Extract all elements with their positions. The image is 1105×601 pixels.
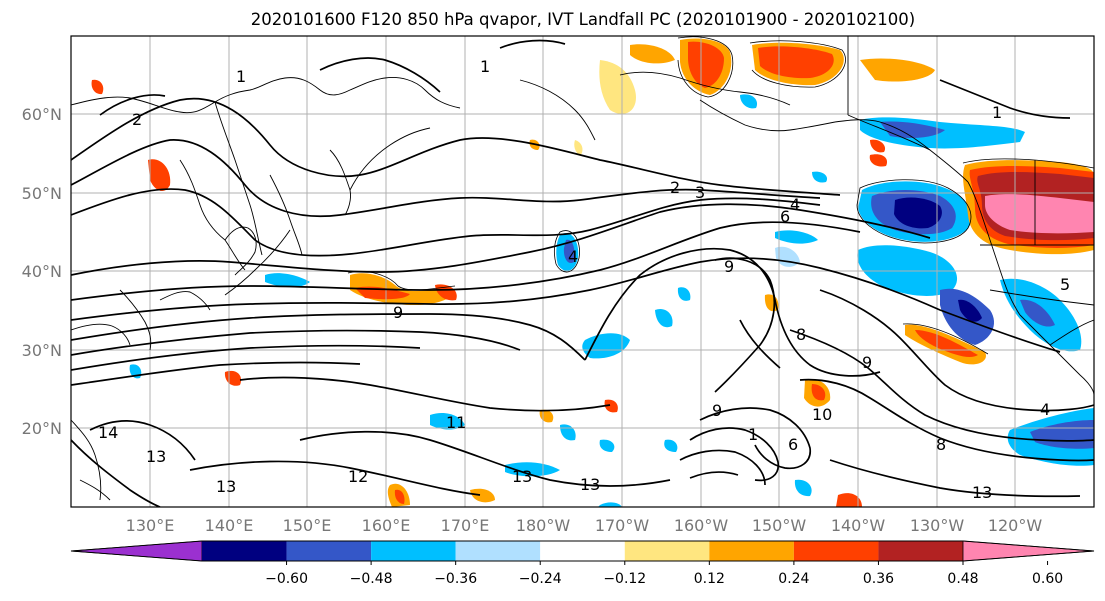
lon-label: 150°W <box>752 516 807 535</box>
figure-title: 2020101600 F120 850 hPa qvapor, IVT Land… <box>251 10 915 29</box>
contour-label: 10 <box>812 405 832 424</box>
contour-label: 1 <box>480 57 490 76</box>
contour-labels: 2 2 3 4 6 4 9 9 8 9 9 1 10 6 8 12 13 13 … <box>98 57 1070 502</box>
contour-label: 6 <box>788 435 798 454</box>
colorbar-tick-label: −0.24 <box>519 571 562 587</box>
contour-label: 13 <box>512 467 532 486</box>
contour-label: 1 <box>992 103 1002 122</box>
lat-label: 60°N <box>22 105 62 124</box>
lon-label: 140°E <box>205 516 254 535</box>
contour-label: 13 <box>146 447 166 466</box>
contour-label: 6 <box>780 207 790 226</box>
colorbar-tick-label: 0.60 <box>1032 571 1063 587</box>
contour-label: 11 <box>446 413 466 432</box>
lat-axis: 60°N 50°N 40°N 30°N 20°N <box>22 105 62 438</box>
contour-label: 4 <box>1040 400 1050 419</box>
colorbar-tick-label: −0.12 <box>603 571 646 587</box>
colorbar-tick-label: 0.36 <box>863 571 894 587</box>
ivt-contours <box>71 39 1094 507</box>
lon-label: 160°W <box>674 516 729 535</box>
colorbar-bin <box>540 541 625 561</box>
lon-label: 180°W <box>516 516 571 535</box>
shading-layer <box>91 38 1094 507</box>
contour-label: 3 <box>695 183 705 202</box>
contour-label: 9 <box>393 303 403 322</box>
colorbar-bin <box>624 541 710 561</box>
colorbar-bin <box>455 541 541 561</box>
lon-label: 170°E <box>441 516 490 535</box>
contour-label: 13 <box>580 475 600 494</box>
colorbar: −0.60 −0.48 −0.36 −0.24 −0.12 0.12 0.24 0.36 0.4… <box>70 540 1095 587</box>
colorbar-bin <box>709 541 794 561</box>
colorbar-frame <box>70 540 1095 562</box>
contour-label: 9 <box>724 257 734 276</box>
contour-label: 9 <box>862 353 872 372</box>
colorbar-bin <box>878 541 963 561</box>
contour-label: 4 <box>790 195 800 214</box>
lon-label: 140°W <box>831 516 886 535</box>
contour-label: 12 <box>348 467 368 486</box>
colorbar-extend-high <box>962 540 1095 562</box>
colorbar-bin <box>793 541 879 561</box>
lon-label: 150°E <box>283 516 332 535</box>
colorbar-tick-label: −0.36 <box>434 571 477 587</box>
contour-label: 13 <box>216 477 236 496</box>
lon-label: 130°W <box>910 516 965 535</box>
colorbar-bin <box>371 541 456 561</box>
colorbar-tick-label: 0.48 <box>947 571 978 587</box>
contour-label: 8 <box>936 435 946 454</box>
lat-label: 20°N <box>22 419 62 438</box>
lat-label: 50°N <box>22 184 62 203</box>
coastlines <box>71 36 1094 501</box>
lon-label: 170°W <box>595 516 650 535</box>
contour-label: 1 <box>236 67 246 86</box>
lon-label: 120°W <box>988 516 1043 535</box>
contour-label: 2 <box>132 110 142 129</box>
colorbar-tick-label: 0.24 <box>778 571 809 587</box>
colorbar-bin <box>286 541 372 561</box>
lon-label: 160°E <box>362 516 411 535</box>
lat-label: 40°N <box>22 262 62 281</box>
contour-label: 2 <box>670 178 680 197</box>
contour-label: 13 <box>972 483 992 502</box>
lon-axis: 130°E 140°E 150°E 160°E 170°E 180°W 170°… <box>126 516 1043 535</box>
contour-label: 9 <box>712 401 722 420</box>
colorbar-tick-label: 0.12 <box>694 571 725 587</box>
contour-label: 8 <box>796 325 806 344</box>
map-frame <box>70 35 1095 508</box>
lat-label: 30°N <box>22 341 62 360</box>
contour-label: 14 <box>98 423 118 442</box>
contour-label: 4 <box>568 247 578 266</box>
outline-contours <box>347 36 1094 355</box>
lon-label: 130°E <box>126 516 175 535</box>
colorbar-bin <box>202 541 287 561</box>
contour-label: 1 <box>748 425 758 444</box>
colorbar-tick-label: −0.60 <box>265 571 308 587</box>
colorbar-extend-low <box>70 540 203 562</box>
colorbar-tick-label: −0.48 <box>350 571 393 587</box>
contour-label: 5 <box>1060 275 1070 294</box>
